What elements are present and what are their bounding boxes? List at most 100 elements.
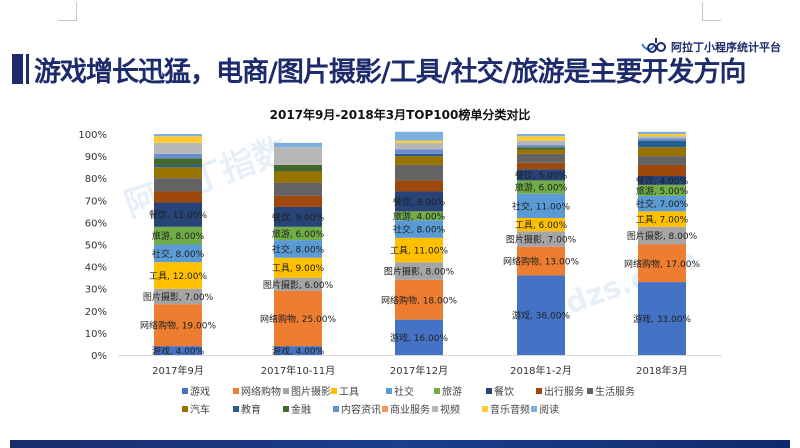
legend-swatch: [331, 388, 337, 394]
y-tick-label: 70%: [85, 196, 107, 207]
legend-swatch: [182, 388, 188, 394]
bar-segment: [395, 180, 443, 192]
data-label: 工具, 9.00%: [272, 263, 325, 274]
x-tick-label: 2018年1-2月: [510, 364, 572, 377]
bar-segment: [517, 246, 565, 276]
bar-segment: [517, 149, 565, 154]
data-label: 旅游, 5.00%: [636, 185, 689, 197]
y-tick-label: 20%: [85, 307, 107, 318]
y-tick-label: 100%: [78, 130, 107, 141]
bar-segment: [638, 164, 686, 176]
y-tick-label: 10%: [85, 329, 107, 340]
data-label: 餐饮, 4.00%: [636, 175, 689, 187]
crop-mark-left: [58, 2, 77, 21]
bar-segment: [395, 211, 443, 221]
bar-segment: [638, 226, 686, 245]
bar-segment: [274, 290, 322, 347]
bar-segment: [154, 191, 202, 203]
y-tick-label: 80%: [85, 174, 107, 185]
bar-segment: [154, 153, 202, 159]
legend-swatch: [182, 406, 188, 412]
data-label: 社交, 8.00%: [152, 248, 205, 260]
bar-segment: [395, 279, 443, 320]
legend-swatch: [386, 388, 392, 394]
bar-segment: [274, 182, 322, 196]
data-label: 图片摄影, 8.00%: [384, 266, 455, 278]
legend-label: 内容资讯: [341, 403, 381, 416]
data-label: 餐饮, 9.00%: [272, 211, 325, 223]
legend-swatch: [587, 388, 593, 394]
bar-segment: [517, 180, 565, 194]
bar-segment: [154, 134, 202, 137]
legend-label: 图片摄影: [291, 385, 331, 398]
data-label: 社交, 8.00%: [272, 243, 325, 255]
page-title: 游戏增长迅猛，电商/图片摄影/工具/社交/旅游是主要开发方向: [34, 57, 746, 88]
bar-segment: [517, 136, 565, 141]
legend-label: 出行服务: [544, 385, 584, 398]
legend-label: 旅游: [442, 385, 462, 398]
bar-segment: [517, 134, 565, 137]
bar-segment: [517, 217, 565, 232]
bar-segment: [395, 153, 443, 157]
bar-segment: [395, 131, 443, 141]
legend-swatch: [531, 406, 537, 412]
data-label: 网络购物, 25.00%: [260, 313, 336, 325]
bar-segment: [395, 237, 443, 263]
data-label: 社交, 11.00%: [512, 200, 570, 212]
bar-segment: [638, 175, 686, 185]
data-label: 旅游, 4.00%: [393, 210, 446, 222]
data-label: 图片摄影, 7.00%: [506, 233, 577, 245]
data-label: 旅游, 6.00%: [272, 228, 325, 240]
data-label: 网络购物, 19.00%: [140, 320, 216, 332]
legend-label: 生活服务: [595, 385, 635, 398]
brand-logo: 阿拉丁小程序统计平台: [640, 38, 781, 56]
bar-segment: [154, 178, 202, 192]
bar-segment: [638, 138, 686, 141]
bar-segment: [517, 162, 565, 170]
bar-segment: [395, 319, 443, 355]
legend-label: 教育: [241, 403, 261, 416]
legend-swatch: [283, 406, 289, 412]
title-accent-bar-thin: [26, 54, 29, 84]
x-tick-label: 2017年9月: [152, 364, 204, 377]
bar-segment: [154, 288, 202, 305]
legend-label: 金融: [291, 403, 311, 416]
bar-segment: [154, 244, 202, 263]
bar-segment: [274, 257, 322, 278]
bar-segment: [274, 277, 322, 291]
bar-segment: [274, 164, 322, 172]
bar-segment: [638, 140, 686, 148]
bar-segment: [638, 131, 686, 134]
bar-segment: [395, 140, 443, 143]
data-label: 社交, 8.00%: [393, 224, 446, 236]
bar-segment: [638, 136, 686, 139]
brand-name: 阿拉丁小程序统计平台: [671, 41, 781, 54]
legend-swatch: [333, 406, 339, 412]
legend-swatch: [382, 406, 388, 412]
bar-segment: [638, 134, 686, 137]
legend-label: 音乐音频: [490, 403, 530, 416]
legend-swatch: [434, 388, 440, 394]
y-tick-label: 30%: [85, 285, 107, 296]
data-label: 工具, 6.00%: [515, 220, 568, 231]
bar-segment: [395, 156, 443, 165]
chart-title: 2017年9月-2018年3月TOP100榜单分类对比: [269, 108, 531, 122]
legend-swatch: [482, 406, 488, 412]
data-label: 餐饮, 5.00%: [515, 169, 568, 181]
data-label: 图片摄影, 7.00%: [143, 291, 214, 303]
bar-segment: [517, 169, 565, 181]
bar-segment: [638, 184, 686, 196]
bar-segment: [517, 147, 565, 150]
bar-segment: [154, 142, 202, 154]
bar-segment: [154, 226, 202, 245]
data-label: 图片摄影, 8.00%: [627, 230, 698, 242]
legend-label: 网络购物: [241, 385, 281, 398]
legend-swatch: [283, 388, 289, 394]
bar-segment: [517, 275, 565, 355]
bar-segment: [395, 142, 443, 150]
legend-swatch: [233, 388, 239, 394]
bar-segment: [395, 164, 443, 181]
data-label: 旅游, 8.00%: [152, 230, 205, 242]
bar-segment: [395, 220, 443, 238]
